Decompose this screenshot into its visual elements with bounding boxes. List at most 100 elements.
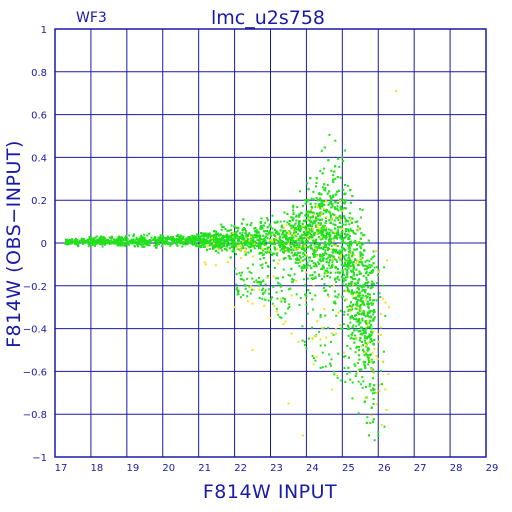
data-point-yellow [380,423,383,426]
data-point-green [302,278,305,281]
data-point-yellow [269,239,272,242]
data-point-green [272,253,274,255]
data-point-green [371,331,374,334]
data-point-green [358,368,361,371]
data-point-green [316,243,319,246]
data-point-green [336,376,339,379]
data-point-green [340,226,343,229]
data-point-yellow [312,228,315,231]
data-point-green [217,251,220,254]
data-point-green [323,242,326,245]
data-point-green [365,386,367,388]
data-point-green [346,344,349,347]
data-point-green [365,271,368,274]
data-point-green [366,303,369,306]
data-point-yellow [232,232,235,234]
data-point-green [284,257,287,259]
data-point-green [323,236,326,239]
data-point-green [314,202,317,205]
data-point-green [92,238,95,241]
data-point-green [280,226,283,229]
data-point-green [365,322,368,325]
data-point-green [189,238,192,241]
data-point-green [328,232,331,235]
data-point-green [66,238,69,241]
data-point-green [275,230,278,233]
data-point-green [233,231,236,234]
data-point-green [338,278,341,281]
data-point-green [275,291,278,294]
data-point-green [352,266,355,269]
data-point-green [317,232,319,235]
data-point-green [355,328,358,331]
data-point-green [298,213,301,216]
data-point-green [361,263,364,266]
data-point-green [156,242,159,245]
data-point-green [371,303,374,306]
data-point-green [138,239,141,242]
data-point-green [361,333,363,336]
data-point-green [110,242,113,244]
data-point-green [321,351,324,354]
data-point-green [306,182,309,185]
data-point-green [329,259,332,262]
data-point-green [75,241,78,243]
data-point-green [350,301,352,304]
data-point-green [200,246,203,249]
data-point-green [363,339,366,342]
data-point-green [309,202,312,205]
data-point-yellow [355,306,358,309]
data-point-green [349,378,352,381]
data-point-green [282,297,285,300]
data-point-green [281,247,283,250]
data-point-green [312,239,315,242]
data-point-green [356,311,359,314]
data-point-green [341,156,344,159]
data-point-green [152,238,155,241]
data-point-green [274,231,277,234]
data-point-green [288,237,291,240]
data-point-green [155,246,158,249]
data-point-green [314,294,317,297]
data-point-green [308,259,311,262]
data-point-green [271,242,274,245]
data-point-yellow [316,206,319,208]
data-point-green [311,298,314,301]
data-point-green [140,244,143,246]
data-point-green [279,220,282,223]
data-point-green [340,251,343,254]
data-point-green [306,224,309,227]
data-point-green [283,235,286,238]
data-point-green [195,235,198,238]
data-point-green [265,232,268,235]
data-point-green [165,237,168,239]
data-point-green [103,238,106,241]
data-point-green [292,217,295,220]
data-point-green [312,215,314,218]
data-point-green [226,238,228,241]
data-point-green [292,226,295,229]
data-point-green [273,243,276,246]
data-point-green [356,286,359,289]
data-point-green [367,266,370,269]
data-point-green [363,312,366,315]
data-point-green [368,385,371,388]
data-point-yellow [226,261,229,263]
data-point-green [333,249,336,252]
data-point-green [103,236,105,239]
data-point-green [358,270,361,273]
data-point-green [362,275,365,278]
data-point-green [365,296,368,299]
data-point-green [361,326,364,329]
data-point-green [367,305,370,308]
data-point-yellow [269,316,272,319]
data-point-green [359,255,362,258]
data-point-green [370,333,373,336]
data-point-green [340,205,343,208]
data-point-green [243,283,246,286]
data-point-green [297,238,300,240]
data-point-green [200,232,203,235]
data-point-green [330,199,333,202]
data-point-green [350,333,353,336]
data-point-green [304,237,307,240]
